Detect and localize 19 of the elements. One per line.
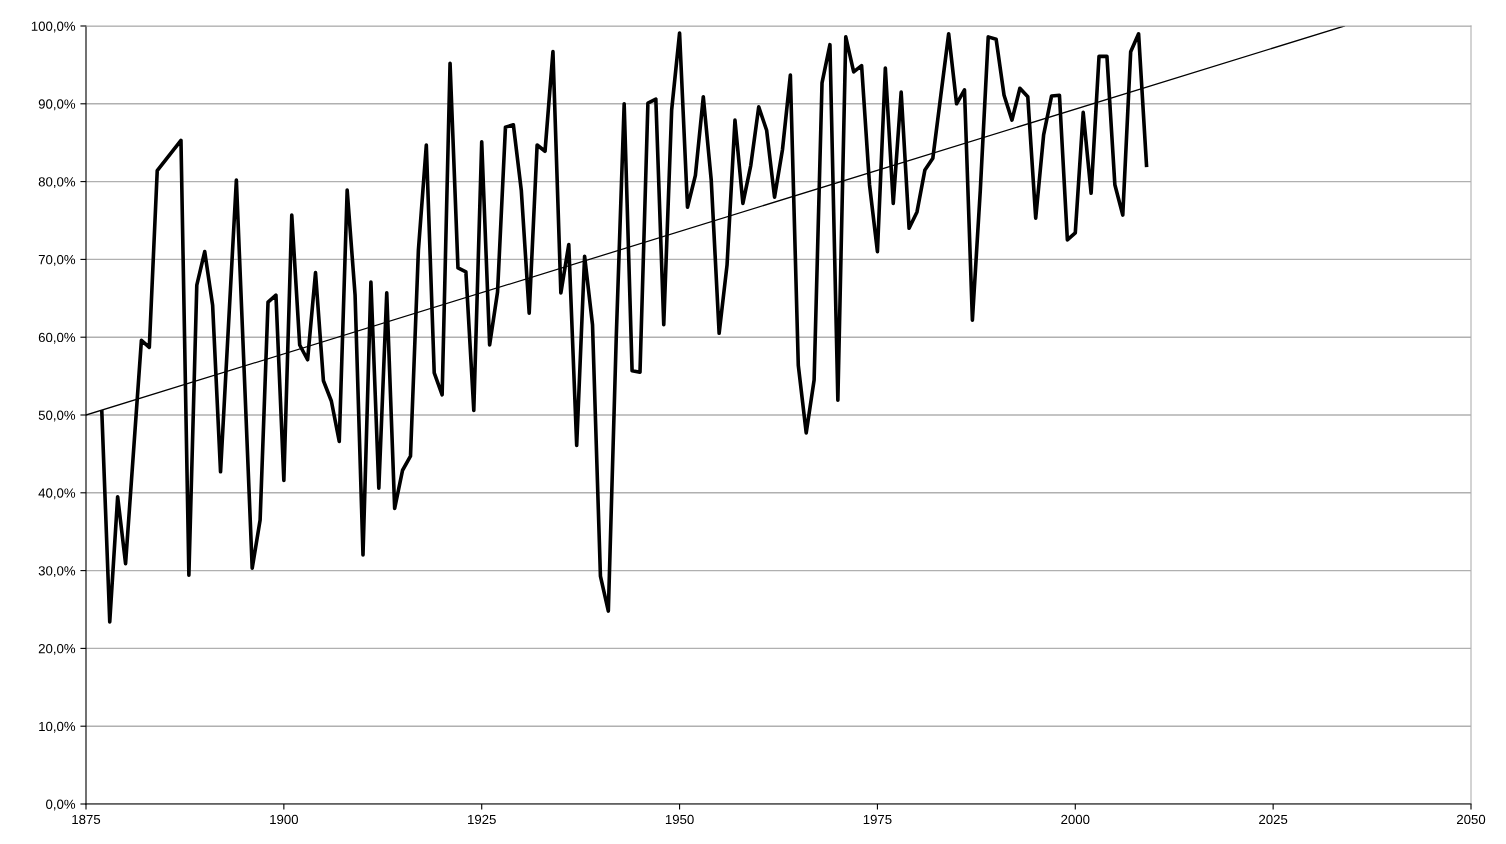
y-tick-label: 0,0% [46,799,76,811]
x-tick-label: 1925 [468,814,496,825]
y-tick-label: 60,0% [38,332,76,344]
x-tick-label: 1950 [665,814,694,825]
y-tick-label: 100,0% [31,21,76,33]
x-tick-label: 1975 [863,814,892,825]
y-tick-label: 80,0% [38,177,76,189]
y-tick-label: 30,0% [38,566,76,578]
y-tick-label: 50,0% [38,410,76,422]
y-tick-label: 40,0% [38,488,76,500]
x-tick-label: 2000 [1061,814,1090,825]
y-tick-label: 70,0% [38,254,76,266]
y-tick-label: 10,0% [39,721,76,733]
y-tick-label: 90,0% [38,99,76,111]
x-tick-label: 2050 [1456,814,1486,825]
x-tick-label: 1900 [270,814,299,825]
x-tick-label: 1875 [72,814,101,825]
y-tick-label: 20,0% [38,643,76,655]
x-tick-label: 2025 [1259,814,1288,825]
